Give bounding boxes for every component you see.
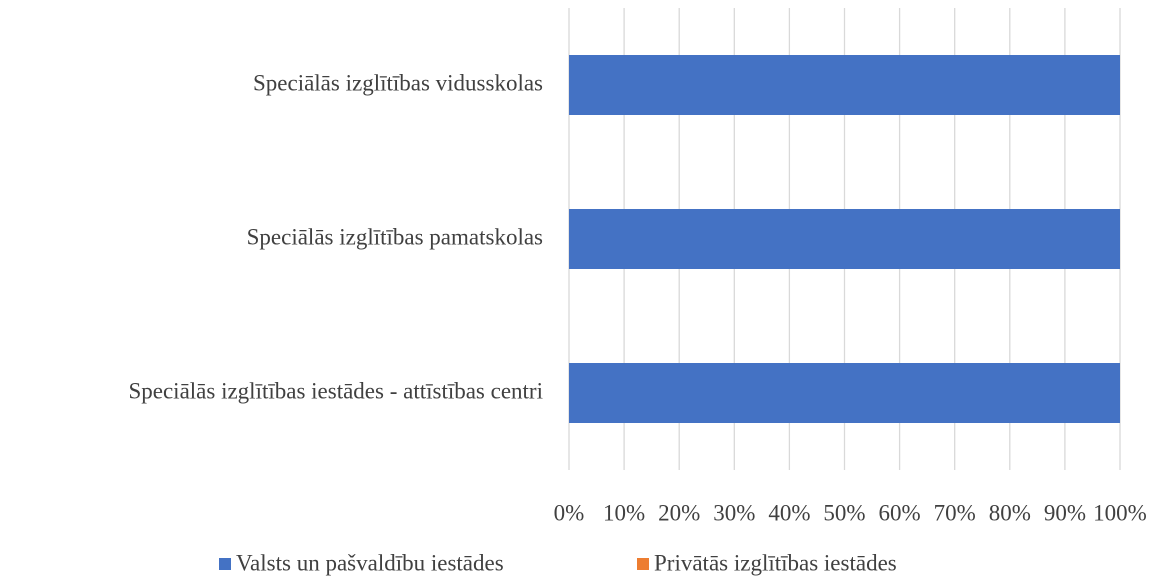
x-tick-label: 60% — [879, 500, 921, 525]
x-tick-label: 30% — [713, 500, 755, 525]
y-tick-label: Speciālās izglītības iestādes - attīstīb… — [128, 378, 543, 403]
legend-swatch — [637, 558, 649, 570]
bar — [569, 209, 1120, 269]
legend-label: Privātās izglītības iestādes — [654, 550, 897, 575]
y-tick-label: Speciālās izglītības vidusskolas — [253, 70, 543, 95]
x-tick-label: 0% — [554, 500, 585, 525]
x-tick-label: 80% — [989, 500, 1031, 525]
y-tick-label: Speciālās izglītības pamatskolas — [247, 224, 543, 249]
bar — [569, 55, 1120, 115]
x-tick-label: 40% — [768, 500, 810, 525]
x-tick-label: 20% — [658, 500, 700, 525]
legend-label: Valsts un pašvaldību iestādes — [236, 550, 504, 575]
legend-swatch — [219, 558, 231, 570]
bar — [569, 363, 1120, 423]
x-tick-label: 90% — [1044, 500, 1086, 525]
x-tick-label: 10% — [603, 500, 645, 525]
x-tick-label: 100% — [1093, 500, 1147, 525]
x-tick-label: 50% — [823, 500, 865, 525]
x-tick-label: 70% — [934, 500, 976, 525]
